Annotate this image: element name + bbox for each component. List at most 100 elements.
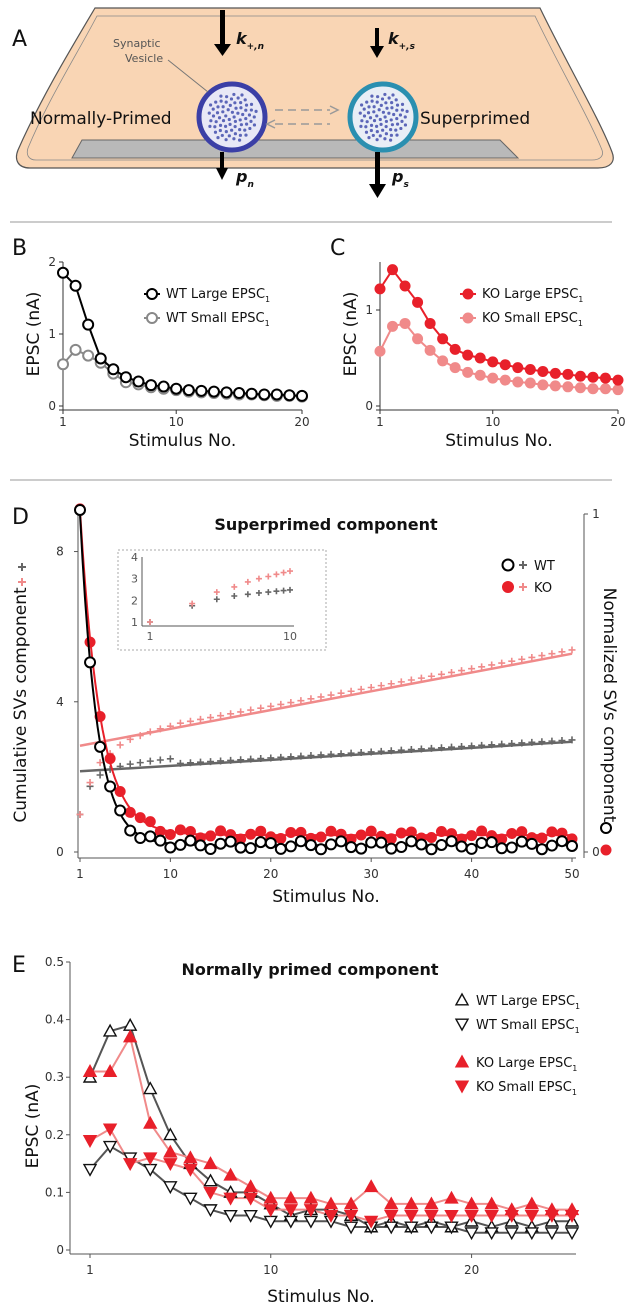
vesicle-dot (228, 103, 232, 107)
cumulative-point (568, 646, 576, 654)
cumulative-point (397, 678, 405, 686)
vesicle-dot (392, 112, 396, 117)
vesicle-dot (249, 108, 253, 112)
cumulative-point (548, 650, 556, 658)
vesicle-dot (218, 128, 222, 133)
vesicle-dot (249, 102, 254, 106)
inset-x-tick-label: 10 (283, 630, 297, 643)
data-point (57, 358, 69, 371)
vesicle-dot (389, 133, 394, 137)
cumulative-point (397, 746, 405, 754)
normalized-point (425, 831, 437, 843)
vesicle-dot (254, 109, 258, 113)
cumulative-point (538, 652, 546, 660)
data-point (399, 317, 411, 329)
data-point (243, 1179, 258, 1193)
data-point (57, 266, 69, 279)
cumulative-point (136, 732, 144, 740)
cumulative-point (498, 740, 506, 748)
vesicle-dot (374, 124, 379, 128)
vesicle-dot (379, 103, 383, 107)
cumulative-point (287, 753, 295, 761)
cumulative-point (437, 744, 445, 752)
vesicle-dot (238, 118, 242, 122)
vesicle-dot (384, 132, 389, 136)
cumulative-point (508, 657, 516, 665)
vesicle-dot (240, 93, 244, 97)
vesicle-dot (378, 117, 382, 122)
normalized-point (435, 826, 447, 838)
x-tick-label: 1 (86, 1263, 94, 1277)
legend-entry-name: KO Large EPSC (476, 1056, 572, 1071)
cumulative-point (317, 693, 325, 701)
vesicle-dot (213, 125, 217, 129)
vesicle-dot (399, 126, 403, 131)
vesicle-dot (227, 134, 231, 138)
y-tick-label: 0.1 (45, 1185, 64, 1199)
vesicle-dot (370, 99, 374, 103)
cumulative-point (458, 743, 466, 751)
vesicle-dots-right (358, 92, 409, 142)
vesicle-dot (216, 135, 220, 140)
data-point (343, 1209, 359, 1223)
inset-point (265, 589, 272, 596)
cumulative-point (417, 674, 425, 682)
data-point (182, 384, 195, 397)
normalized-point (234, 841, 247, 854)
arrow-right-head (329, 105, 340, 115)
normalized-point (144, 830, 157, 843)
data-point (524, 1196, 540, 1210)
cumulative-point (196, 758, 204, 766)
vesicle-dot (208, 124, 212, 128)
normalized-point (164, 841, 177, 854)
legend-entry: WT Large EPSC1 (166, 287, 270, 304)
normalized-point (134, 812, 146, 824)
inset-y-tick-label: 1 (131, 616, 138, 629)
normalized-point (284, 840, 297, 853)
vesicle-dot (384, 101, 388, 105)
data-point (524, 1227, 540, 1241)
data-point (283, 389, 296, 402)
data-point (363, 1179, 379, 1193)
normalized-point (385, 842, 398, 855)
x-tick-label: 40 (464, 867, 479, 881)
cumulative-point (86, 779, 94, 787)
vesicle-dot (384, 119, 389, 124)
vesicle-dot (208, 103, 213, 107)
normalized-point (104, 780, 117, 793)
data-point (424, 1196, 439, 1210)
normalized-point (274, 842, 287, 855)
cumulative-point (317, 751, 325, 759)
cumulative-point (257, 755, 265, 763)
inner-membrane (26, 15, 603, 161)
data-point (412, 333, 424, 345)
cumulative-point (377, 682, 385, 690)
vesicle-dot (239, 106, 243, 110)
normalized-point (154, 834, 167, 847)
cumulative-point (347, 687, 355, 695)
vesicle-dot (375, 138, 379, 142)
normalized-point (555, 835, 568, 848)
x-tick-label: 20 (294, 415, 309, 429)
panel-letter-c: C (330, 236, 345, 261)
vesicle-dot (403, 115, 407, 119)
data-point (245, 387, 258, 400)
left-axis-cross-wt (18, 563, 26, 571)
vesicle-dot (379, 122, 383, 126)
y-axis-title: EPSC (nA) (24, 292, 44, 377)
data-point (143, 1152, 158, 1166)
vesicle-dot (372, 110, 376, 114)
x-tick-label: 10 (169, 415, 184, 429)
data-point (484, 1209, 499, 1223)
data-point (296, 389, 308, 402)
vesicle-dot (228, 122, 232, 126)
vesicle-dot (378, 134, 382, 138)
legend-entry: KO Small EPSC1 (476, 1080, 577, 1097)
cumulative-point (166, 755, 174, 763)
data-point (363, 1215, 379, 1229)
normalized-point (74, 503, 86, 516)
vesicle-dot (400, 102, 405, 106)
vesicle-dot (244, 122, 249, 126)
legend-entry-name: KO Small EPSC (476, 1080, 572, 1095)
